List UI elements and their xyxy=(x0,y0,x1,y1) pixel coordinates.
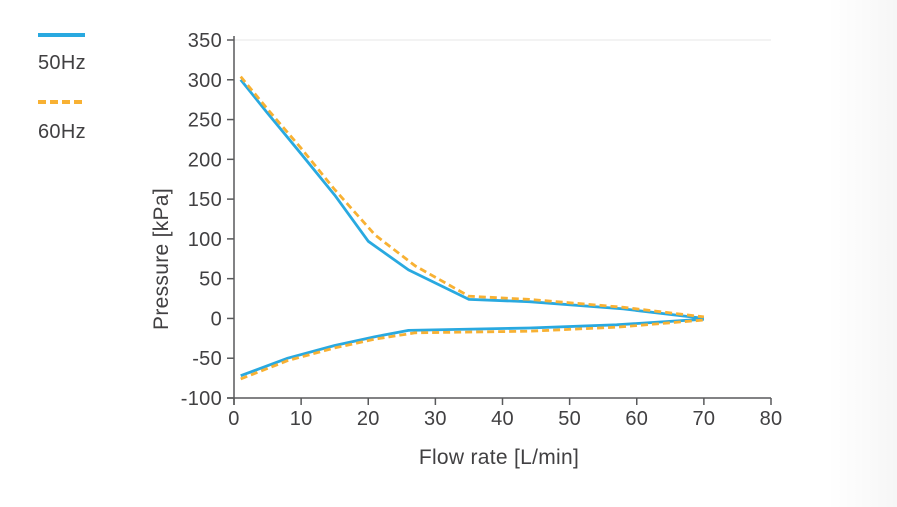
x-tick-label: 0 xyxy=(228,408,239,430)
x-tick-label: 20 xyxy=(357,408,380,430)
y-tick-label: 200 xyxy=(188,149,222,171)
y-tick-label: 0 xyxy=(211,308,222,330)
x-tick-label: 40 xyxy=(491,408,514,430)
y-tick-label: 150 xyxy=(188,189,222,211)
legend-item-50hz: 50Hz xyxy=(38,33,86,75)
y-tick-label: 300 xyxy=(188,70,222,92)
y-tick-label: 350 xyxy=(188,30,222,52)
legend-item-60hz: 60Hz xyxy=(38,100,86,144)
x-axis-label: Flow rate [L/min] xyxy=(418,446,580,469)
legend-swatch-solid-line-icon xyxy=(38,33,85,37)
y-tick-label: 50 xyxy=(199,269,222,291)
series-50hz-lower-curve xyxy=(240,317,704,378)
legend-swatch-dashed-line-icon xyxy=(38,100,85,104)
x-tick-label: 50 xyxy=(558,408,581,430)
series-60hz-upper-curve xyxy=(239,75,705,319)
x-tick-label: 60 xyxy=(625,408,648,430)
legend-label-50hz: 50Hz xyxy=(38,52,86,74)
y-axis-label: Pressure [kPa] xyxy=(150,188,173,330)
y-tick-label: 100 xyxy=(188,229,222,251)
x-tick-label: 70 xyxy=(692,408,715,430)
legend-label-60hz: 60Hz xyxy=(38,121,86,143)
x-tick-label: 30 xyxy=(424,408,447,430)
series-60hz-lower-curve xyxy=(240,318,705,381)
x-tick-label: 10 xyxy=(290,408,313,430)
series-50hz-upper-curve xyxy=(239,78,705,320)
y-tick-label: 250 xyxy=(188,110,222,132)
y-tick-label: -100 xyxy=(181,388,222,410)
x-tick-label: 80 xyxy=(760,408,783,430)
y-tick-label: -50 xyxy=(192,348,222,370)
